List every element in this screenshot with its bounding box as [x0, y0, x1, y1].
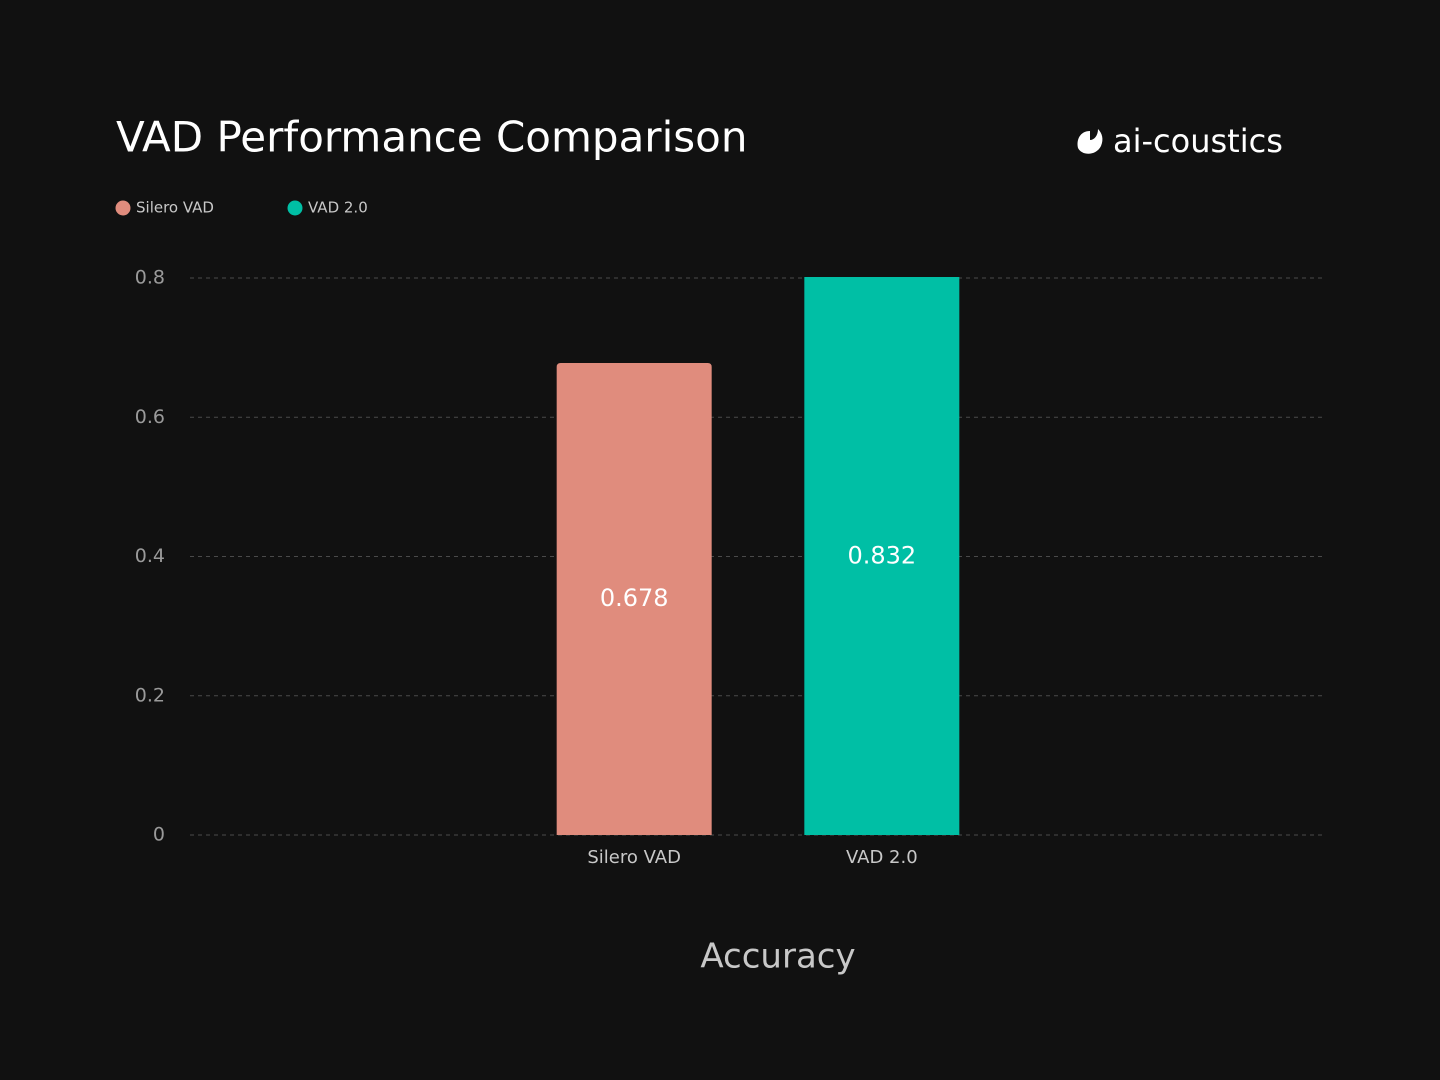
legend-swatch [115, 200, 131, 216]
x-axis-label: Accuracy [700, 937, 855, 977]
y-tick-label: 0.2 [135, 684, 165, 706]
plot-area [556, 277, 960, 835]
y-tick-label: 0.6 [135, 406, 165, 428]
bar [556, 362, 712, 835]
legend-label: VAD 2.0 [308, 199, 368, 217]
brand-icon [1077, 129, 1103, 154]
brand-name: ai-coustics [1113, 122, 1283, 160]
chart-title: VAD Performance Comparison [116, 113, 747, 162]
value-label: 0.832 [847, 542, 916, 570]
y-tick-label: 0.8 [135, 267, 165, 289]
legend-label: Silero VAD [136, 199, 214, 217]
bar [804, 277, 960, 835]
x-tick-label: VAD 2.0 [846, 847, 918, 868]
brand-logo: ai-coustics [1077, 122, 1283, 160]
y-tick-label: 0 [153, 824, 165, 846]
value-label: 0.678 [600, 584, 669, 612]
y-tick-label: 0.4 [135, 545, 165, 567]
x-tick-label: Silero VAD [587, 847, 681, 868]
legend-swatch [287, 200, 303, 216]
